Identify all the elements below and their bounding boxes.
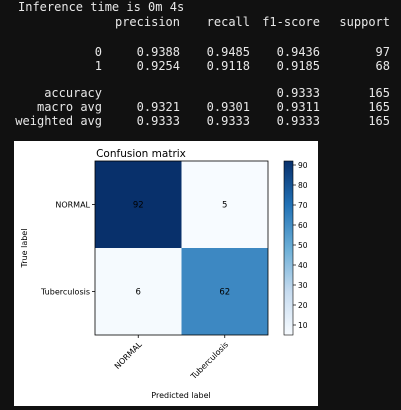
report-row-macro-avg: macro avg 0.9321 0.9301 0.9311 165 — [0, 100, 401, 115]
support-value: 165 — [368, 100, 390, 114]
recall-value: 0.9301 — [206, 100, 250, 114]
support-value: 97 — [375, 45, 390, 59]
col-header-recall: recall — [206, 15, 250, 29]
row-label: 1 — [94, 59, 102, 73]
heatmap-cell — [181, 161, 268, 248]
precision-value: 0.9254 — [136, 59, 180, 73]
support-value: 165 — [368, 114, 390, 128]
inference-time-text: Inference time is 0m 4s — [18, 0, 185, 14]
col-header-f1-score: f1-score — [262, 15, 320, 29]
colorbar-tick-label: 50 — [298, 241, 308, 250]
colorbar-tick-label: 40 — [298, 261, 308, 270]
colorbar-tick-label: 70 — [298, 201, 308, 210]
f1-value: 0.9185 — [276, 59, 320, 73]
y-axis-ticks: NORMAL Tuberculosis — [40, 201, 95, 297]
heatmap-cells — [95, 161, 268, 335]
recall-value: 0.9333 — [206, 114, 250, 128]
heatmap-cell-labels: 92 5 6 62 — [133, 201, 230, 298]
report-row-accuracy: accuracy 0.9333 165 — [0, 86, 401, 101]
support-value: 165 — [368, 86, 390, 100]
colorbar-tick-label: 90 — [298, 161, 308, 170]
colorbar-tick-label: 60 — [298, 221, 308, 230]
report-row-class-1: 1 0.9254 0.9118 0.9185 68 — [0, 59, 401, 74]
plot-frame — [94, 160, 269, 336]
report-row-weighted-avg: weighted avg 0.9333 0.9333 0.9333 165 — [0, 114, 401, 129]
f1-value: 0.9311 — [276, 100, 320, 114]
precision-value: 0.9321 — [136, 100, 180, 114]
row-label: weighted avg — [15, 114, 102, 128]
support-value: 68 — [375, 59, 390, 73]
report-header-line: Inference time is 0m 4s — [0, 0, 401, 15]
colorbar-ticks: 10 20 30 40 50 60 70 80 90 — [293, 161, 308, 330]
cell-value-label: 92 — [133, 201, 144, 211]
precision-value: 0.9333 — [136, 114, 180, 128]
y-axis-label: True label — [20, 229, 29, 269]
row-label: macro avg — [36, 100, 102, 114]
colorbar — [283, 160, 294, 336]
x-tick-label: NORMAL — [113, 340, 144, 371]
colorbar-tick-label: 80 — [298, 181, 308, 190]
classification-report: Inference time is 0m 4s precision recall… — [0, 0, 401, 135]
report-column-headers: precision recall f1-score support — [0, 15, 401, 30]
heatmap-cell — [95, 161, 182, 248]
x-tick-label: Tuberculosis — [188, 340, 230, 382]
confusion-matrix-figure: Confusion matrix 92 5 6 62 NORMAL Tuberculos… — [14, 141, 318, 406]
f1-value: 0.9436 — [276, 45, 320, 59]
heatmap-cell — [95, 248, 182, 335]
colorbar-tick-label: 10 — [298, 321, 308, 330]
precision-value: 0.9388 — [136, 45, 180, 59]
cell-value-label: 62 — [219, 288, 230, 298]
colorbar-tick-label: 20 — [298, 301, 308, 310]
col-header-support: support — [339, 15, 390, 29]
f1-value: 0.9333 — [276, 86, 320, 100]
f1-value: 0.9333 — [276, 114, 320, 128]
row-label: accuracy — [44, 86, 102, 100]
cell-value-label: 6 — [136, 288, 141, 298]
y-tick-label: Tuberculosis — [40, 288, 90, 297]
cell-value-label: 5 — [222, 201, 227, 211]
confusion-matrix-chart: Confusion matrix 92 5 6 62 NORMAL Tuberculos… — [20, 148, 308, 400]
report-row-class-0: 0 0.9388 0.9485 0.9436 97 — [0, 45, 401, 60]
heatmap-cell — [181, 248, 268, 335]
x-axis-label: Predicted label — [151, 391, 210, 400]
col-header-precision: precision — [114, 15, 180, 29]
row-label: 0 — [94, 45, 102, 59]
recall-value: 0.9485 — [206, 45, 250, 59]
x-axis-ticks: NORMAL Tuberculosis — [113, 335, 230, 382]
chart-title: Confusion matrix — [96, 148, 186, 160]
y-tick-label: NORMAL — [55, 201, 90, 210]
recall-value: 0.9118 — [206, 59, 250, 73]
colorbar-tick-label: 30 — [298, 281, 308, 290]
